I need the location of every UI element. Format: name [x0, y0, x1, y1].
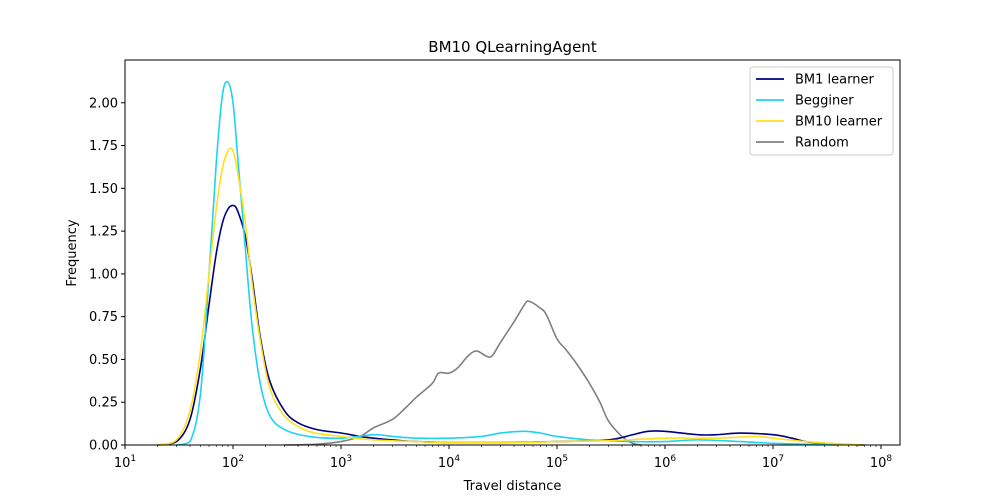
series-line-bm10-learner [156, 147, 866, 446]
legend-label: BM1 learner [795, 73, 874, 88]
y-tick-label: 1.00 [89, 267, 118, 282]
x-axis-label: Travel distance [463, 479, 562, 494]
legend-label: Begginer [795, 94, 854, 109]
legend: BM1 learner Begginer BM10 learner Random [749, 66, 894, 156]
series-line-random [283, 300, 642, 446]
y-axis-label: Frequency [65, 219, 80, 286]
y-tick-label: 1.50 [89, 182, 118, 197]
series-line-bm1-learner [156, 204, 866, 446]
x-axis: 101 102 103 104 105 106 107 108 [114, 445, 893, 471]
chart-title: BM10 QLearningAgent [428, 38, 597, 56]
x-tick-label: 107 [762, 454, 784, 471]
y-tick-label: 0.50 [89, 353, 118, 368]
series-line-begginer [175, 80, 839, 446]
x-tick-label: 106 [654, 454, 677, 471]
x-tick-label: 105 [546, 454, 568, 471]
legend-label: BM10 learner [795, 115, 883, 130]
axes-frame [124, 59, 901, 446]
legend-box [749, 66, 894, 156]
x-tick-label: 103 [330, 454, 352, 471]
legend-label: Random [795, 136, 849, 151]
x-tick-label: 108 [870, 454, 893, 471]
y-tick-label: 1.75 [89, 139, 118, 154]
y-tick-label: 0.00 [89, 439, 118, 454]
x-tick-label: 101 [114, 454, 136, 471]
y-tick-label: 0.75 [89, 310, 118, 325]
y-tick-label: 0.25 [89, 396, 118, 411]
plot-area [156, 80, 866, 446]
x-tick-label: 104 [438, 454, 461, 471]
y-tick-label: 1.25 [89, 225, 118, 240]
y-axis: 0.00 0.25 0.50 0.75 1.00 1.25 1.50 1.75 2.00 [89, 96, 125, 454]
y-tick-label: 2.00 [89, 96, 118, 111]
x-tick-label: 102 [222, 454, 244, 471]
